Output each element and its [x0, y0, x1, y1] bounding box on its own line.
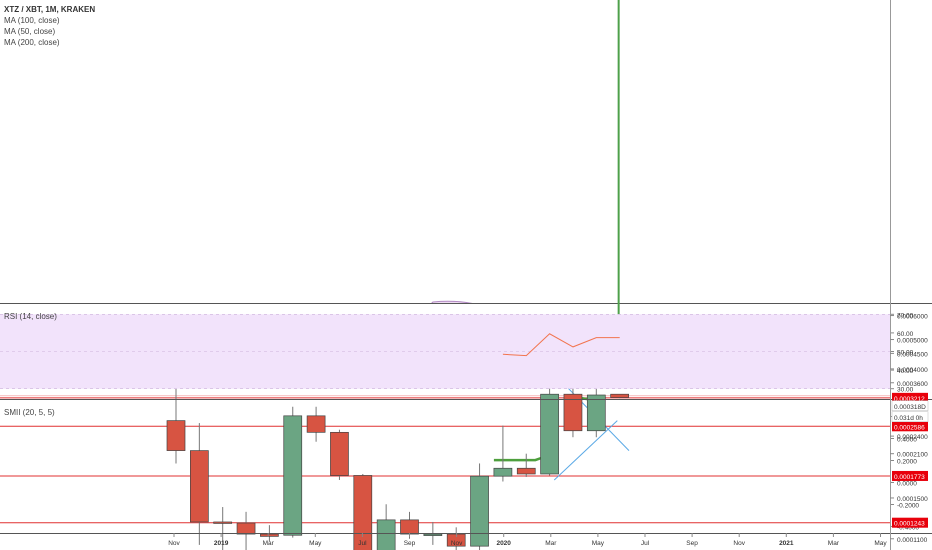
rsi-title[interactable]: RSI (14, close) — [4, 312, 57, 321]
x-tick-label: May — [874, 540, 887, 547]
candle-body — [516, 467, 536, 475]
axis-tag-label: 0.000318D — [894, 404, 926, 411]
price-axis[interactable]: 0.0006000 0.0005000 0.0004500 0.0004000 0.00… — [890, 0, 929, 550]
axis-tag — [891, 400, 929, 412]
candle — [516, 453, 536, 477]
rsi-line — [502, 333, 620, 357]
candle — [470, 463, 489, 550]
x-tick-label: Mar — [545, 540, 557, 547]
candle — [353, 473, 373, 550]
x-tick-label: Mar — [263, 540, 275, 547]
candle — [190, 423, 209, 545]
candle-body — [610, 393, 630, 398]
candle-body — [563, 393, 583, 432]
candle-body — [330, 431, 349, 476]
y-tick-label: 0.0001500 — [897, 496, 928, 503]
legend-ma50[interactable]: MA (50, close) — [4, 27, 56, 36]
y-tick-label: 0.0006000 — [897, 314, 928, 321]
candle — [283, 406, 303, 538]
rsi-tick-label: 60.00 — [897, 331, 914, 338]
smii-tick-label: -0.2000 — [897, 503, 919, 510]
x-tick-label: 2021 — [779, 540, 794, 547]
smii-title[interactable]: SMII (20, 5, 5) — [4, 408, 55, 417]
axis-tag-label: 0.031d 0h — [894, 415, 923, 422]
x-tick-label: Nov — [451, 540, 463, 547]
y-tick-label: 0.0005000 — [897, 338, 928, 345]
smii-tick-label: 0.0000 — [897, 481, 917, 488]
symbol-title: XTZ / XBT, 1M, KRAKEN — [4, 5, 96, 14]
candle-body — [306, 415, 326, 433]
candle — [330, 429, 349, 480]
candle-body — [213, 521, 233, 524]
price-line-tag-label: 0.0002586 — [894, 424, 925, 431]
price-line-tag — [892, 392, 928, 403]
main-legend: XTZ / XBT, 1M, KRAKEN MA (100, close) MA… — [4, 4, 95, 48]
y-tick-label: 0.0004000 — [897, 367, 928, 374]
x-tick-label: Nov — [733, 540, 745, 547]
smii-legend: SMII (20, 5, 5) — [4, 407, 55, 418]
time-axis[interactable]: Nov 2019 Mar May Jul Sep Nov 2020 Mar May Jul Sep No… — [168, 533, 887, 547]
candle-body — [470, 475, 489, 547]
candle-body — [353, 475, 373, 550]
smii-tick-label: 0.4000 — [897, 437, 917, 444]
price-line-tag-label: 0.0001243 — [894, 521, 925, 528]
y-tick-label: 0.0004500 — [897, 351, 928, 358]
x-tick-label: Sep — [686, 540, 698, 547]
x-tick-label: Nov — [168, 540, 180, 547]
y-tick-label: 0.0002100 — [897, 452, 928, 459]
x-tick-label: Sep — [404, 540, 416, 547]
rsi-tick-label: 40.00 — [897, 368, 914, 375]
candle-body — [400, 519, 419, 535]
candle-body — [493, 467, 513, 477]
legend-ma200[interactable]: MA (200, close) — [4, 38, 60, 47]
cup-pattern-shape — [431, 300, 473, 303]
candle-body — [423, 533, 443, 536]
candle — [213, 507, 233, 550]
price-line-tag — [892, 421, 928, 432]
price-line-tag — [892, 517, 928, 528]
candle — [306, 406, 326, 442]
axis-tag — [891, 411, 929, 423]
rsi-tick-label: 30.00 — [897, 387, 914, 394]
candle-body — [236, 522, 256, 535]
candle — [236, 511, 256, 550]
candle — [376, 504, 396, 550]
candle — [493, 425, 513, 482]
rsi-pane[interactable]: 70.00 60.00 50.00 40.00 30.00 — [0, 312, 932, 400]
legend-ma100[interactable]: MA (100, close) — [4, 16, 60, 25]
y-tick-label: 0.0001100 — [897, 537, 928, 544]
x-tick-label: May — [309, 540, 322, 547]
candle-body — [540, 393, 559, 475]
rsi-tick-label: 50.00 — [897, 350, 914, 357]
candle-body — [586, 394, 606, 432]
y-tick-label: 0.0002400 — [897, 434, 928, 441]
smii-tick-label: -0.4000 — [897, 525, 919, 532]
candle-body — [166, 420, 186, 451]
rsi-legend: RSI (14, close) — [4, 311, 57, 322]
trend-line-lower — [553, 420, 618, 481]
candle-body — [190, 450, 209, 523]
x-tick-label: Jul — [358, 540, 367, 547]
x-tick-label: 2019 — [214, 540, 229, 547]
candle-body — [260, 533, 279, 537]
candle — [610, 393, 630, 399]
price-line-tag-label: 0.0003212 — [894, 396, 925, 403]
x-tick-label: Jul — [641, 540, 650, 547]
smii-tick-label: 0.2000 — [897, 459, 917, 466]
price-line-tag-label: 0.0001773 — [894, 474, 925, 481]
candle — [563, 388, 583, 438]
x-tick-label: 2020 — [496, 540, 511, 547]
candle-body — [283, 415, 303, 536]
candle-body — [376, 519, 396, 550]
y-tick-label: 0.0003600 — [897, 381, 928, 388]
x-tick-label: Mar — [828, 540, 840, 547]
candle — [586, 380, 606, 438]
x-tick-label: May — [592, 540, 605, 547]
price-line-tag — [892, 470, 928, 481]
rsi-tick-label: 70.00 — [897, 312, 914, 319]
